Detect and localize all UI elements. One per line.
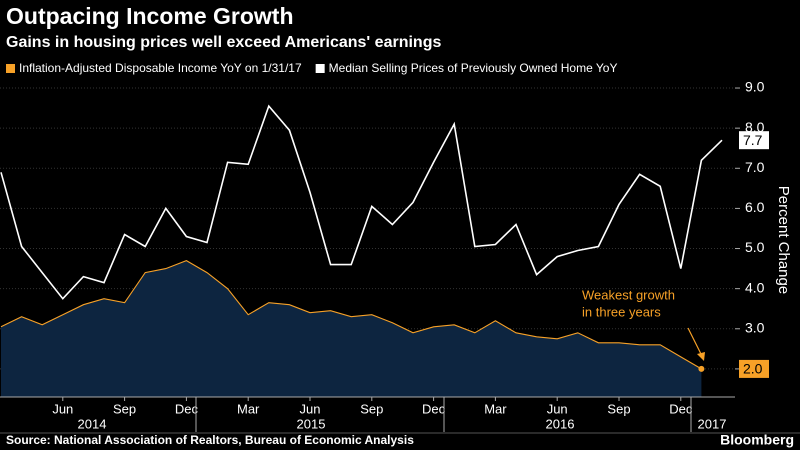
y-tick-label: 3.0 <box>745 319 765 335</box>
y-tick-label: 4.0 <box>745 279 765 295</box>
x-tick-label: Sep <box>607 401 630 416</box>
chart-title: Outpacing Income Growth <box>6 3 294 29</box>
x-tick-label: Mar <box>484 401 507 416</box>
y-tick-label: 6.0 <box>745 199 765 215</box>
point <box>698 365 705 372</box>
legend-swatch <box>6 64 15 73</box>
x-tick-label: Dec <box>669 401 693 416</box>
legend-label: Inflation-Adjusted Disposable Income YoY… <box>19 61 302 75</box>
x-tick-label: Dec <box>175 401 199 416</box>
annotation-arrowhead <box>697 352 705 361</box>
x-tick-label: Jun <box>52 401 73 416</box>
x-tick-label: Dec <box>422 401 446 416</box>
y-tick-label: 7.0 <box>745 159 765 175</box>
x-tick-label: Jun <box>300 401 321 416</box>
chart-subtitle: Gains in housing prices well exceed Amer… <box>6 34 441 51</box>
year-label: 2014 <box>78 416 107 431</box>
value-label-box <box>739 359 769 378</box>
y-tick-label: 9.0 <box>745 79 765 95</box>
year-label: 2017 <box>698 416 727 431</box>
legend-label: Median Selling Prices of Previously Owne… <box>329 61 618 75</box>
value-label-box <box>739 131 769 150</box>
x-tick-label: Sep <box>113 401 136 416</box>
value-label: 7.7 <box>743 132 763 148</box>
x-tick-label: Mar <box>237 401 260 416</box>
annotation-arrow <box>687 327 703 357</box>
source: Source: National Association of Realtors… <box>6 433 414 447</box>
year-label: 2015 <box>297 416 326 431</box>
x-tick-label: Sep <box>360 401 383 416</box>
y-axis-label: Percent Change <box>775 186 792 294</box>
line <box>0 104 723 300</box>
annotation: in three years <box>582 304 661 319</box>
annotation: Weakest growth <box>582 287 675 302</box>
year-label: 2016 <box>546 416 575 431</box>
line <box>0 259 702 370</box>
y-tick-label: 8.0 <box>745 119 765 135</box>
y-tick-label: 5.0 <box>745 239 765 255</box>
legend-swatch <box>315 64 325 73</box>
x-tick-label: Jun <box>547 401 568 416</box>
brand: Bloomberg <box>720 432 794 448</box>
area <box>1 260 702 397</box>
value-label: 2.0 <box>743 361 763 377</box>
